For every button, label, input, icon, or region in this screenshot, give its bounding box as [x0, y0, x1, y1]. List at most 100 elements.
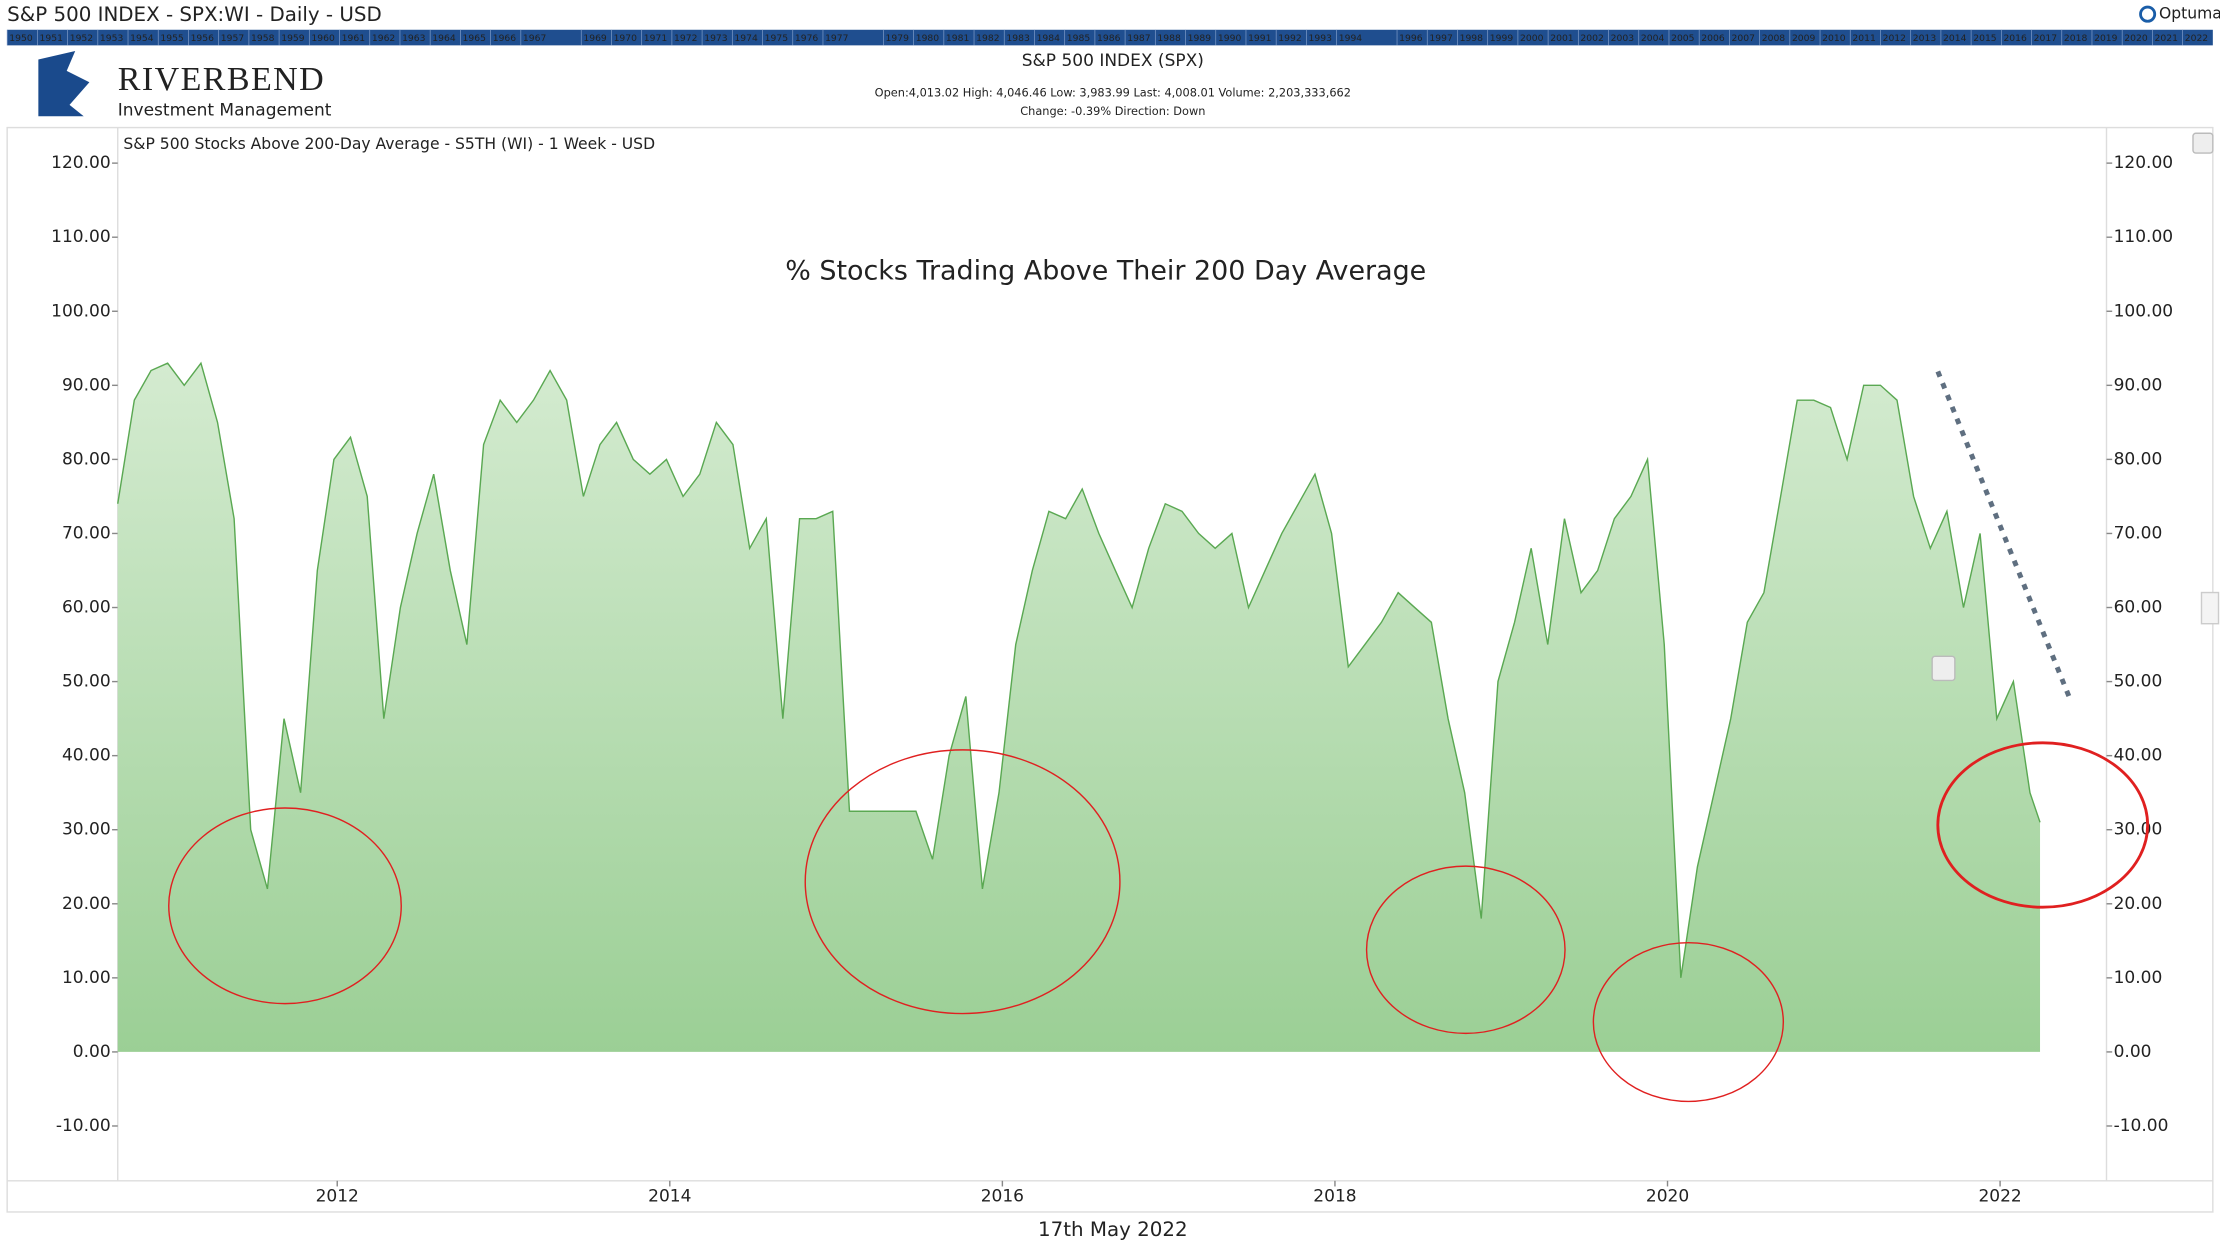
timeline-year: 2022	[2185, 33, 2208, 44]
y2-tick-label: 70.00	[2114, 523, 2163, 543]
y-tick-label: 10.00	[62, 968, 111, 988]
y-tick-label: 0.00	[73, 1042, 111, 1062]
y2-tick-label: 80.00	[2114, 449, 2163, 469]
timeline-year: 1970	[614, 33, 638, 44]
timeline-year: 1969	[583, 33, 607, 44]
timeline-year: 1957	[221, 33, 245, 44]
y-tick-label: 80.00	[62, 449, 111, 469]
highlight-ellipse	[1936, 741, 2150, 909]
date-label: 17th May 2022	[1038, 1218, 1188, 1241]
y2-tick-label: 50.00	[2114, 672, 2163, 692]
x-tick-label: 2018	[1313, 1186, 1356, 1206]
timeline-year: 1952	[70, 33, 93, 44]
timeline-year: 2021	[2155, 33, 2178, 44]
timeline-year: 1966	[493, 33, 517, 44]
lock-icon	[2192, 132, 2214, 154]
highlight-ellipse	[1365, 865, 1566, 1035]
timeline-year: 2008	[1762, 33, 1786, 44]
timeline-year: 1979	[886, 33, 910, 44]
area-fill	[117, 363, 2041, 1052]
timeline-year: 1954	[130, 33, 154, 44]
timeline-year: 2018	[2064, 33, 2088, 44]
timeline-year: 2015	[1973, 33, 1997, 44]
annotations	[168, 741, 2150, 1103]
lock-icon	[1931, 655, 1956, 682]
y-tick-label: 30.00	[62, 820, 111, 840]
trend-line	[1935, 370, 2074, 703]
window-title: S&P 500 INDEX - SPX:WI - Daily - USD	[7, 3, 382, 26]
y-tick-label: 70.00	[62, 523, 111, 543]
y-tick-label: 120.00	[51, 153, 110, 173]
brand-icon	[2139, 5, 2157, 23]
timeline-year: 1964	[432, 33, 456, 44]
y2-tick-label: 100.00	[2114, 301, 2173, 321]
timeline-year: 2019	[2094, 33, 2118, 44]
timeline-year: 2017	[2034, 33, 2058, 44]
y-tick-label: 60.00	[62, 598, 111, 618]
y-tick-label: 50.00	[62, 672, 111, 692]
timeline-year: 2012	[1883, 33, 1906, 44]
timeline-year: 1950	[9, 33, 33, 44]
timeline-year: 2020	[2124, 33, 2148, 44]
x-tick-label: 2016	[981, 1186, 1024, 1206]
timeline-year: 1983	[1006, 33, 1030, 44]
timeline-year: 1994	[1339, 33, 1363, 44]
timeline-year: 1990	[1218, 33, 1242, 44]
timeline-year: 1960	[311, 33, 335, 44]
timeline-year: 1988	[1157, 33, 1181, 44]
timeline-year: 1985	[1067, 33, 1091, 44]
y2-tick-label: 110.00	[2114, 227, 2173, 247]
timeline-year: 1951	[40, 33, 63, 44]
timeline-year: 1973	[704, 33, 728, 44]
timeline-year: 2013	[1913, 33, 1937, 44]
timeline-year: 2010	[1822, 33, 1846, 44]
timeline-year: 2014	[1943, 33, 1967, 44]
timeline-year: 1953	[100, 33, 124, 44]
timeline-year: 1972	[674, 33, 697, 44]
chart-subtitle: S&P 500 Stocks Above 200-Day Average - S…	[123, 135, 655, 153]
y2-tick-label: -10.00	[2114, 1116, 2169, 1136]
quote: Open:4,013.02 High: 4,046.46 Low: 3,983.…	[875, 86, 1351, 100]
timeline-year: 2007	[1732, 33, 1756, 44]
timeline-year: 1971	[644, 33, 667, 44]
timeline-year: 1963	[402, 33, 426, 44]
y2-tick-label: 60.00	[2114, 598, 2163, 618]
x-tick-label: 2020	[1646, 1186, 1689, 1206]
timeline-year: 1959	[281, 33, 305, 44]
x-tick-label: 2012	[316, 1186, 359, 1206]
chart-title: % Stocks Trading Above Their 200 Day Ave…	[785, 256, 1426, 287]
y-tick-label: 110.00	[51, 227, 110, 247]
instrument: S&P 500 INDEX (SPX)	[1022, 51, 1204, 71]
x-tick-label: 2022	[1978, 1186, 2021, 1206]
timeline-year: 1958	[251, 33, 275, 44]
logo-name: RIVERBEND	[118, 61, 325, 98]
timeline-year: 1986	[1097, 33, 1121, 44]
panel-toggle[interactable]	[2200, 591, 2220, 625]
y2-tick-label: 20.00	[2114, 894, 2163, 914]
y2-tick-label: 10.00	[2114, 968, 2163, 988]
timeline-year: 1982	[976, 33, 999, 44]
y-tick-label: 20.00	[62, 894, 111, 914]
timeline-year: 1989	[1188, 33, 1212, 44]
timeline-year: 1965	[463, 33, 487, 44]
timeline-year: 1987	[1127, 33, 1151, 44]
timeline-year: 1993	[1309, 33, 1333, 44]
timeline-year: 2001	[1550, 33, 1573, 44]
y-tick-label: 100.00	[51, 301, 110, 321]
timeline-year: 1974	[734, 33, 758, 44]
timeline-year: 1996	[1399, 33, 1423, 44]
timeline-year: 1997	[1429, 33, 1453, 44]
timeline-year: 1991	[1248, 33, 1271, 44]
x-tick-label: 2014	[648, 1186, 691, 1206]
timeline-year: 2002	[1580, 33, 1603, 44]
timeline-year: 1961	[342, 33, 365, 44]
timeline-year: 1999	[1490, 33, 1514, 44]
timeline-year: 1955	[160, 33, 184, 44]
y2-tick-label: 90.00	[2114, 375, 2163, 395]
timeline-year: 1992	[1278, 33, 1301, 44]
timeline-year: 1967	[523, 33, 547, 44]
timeline-year: 2000	[1520, 33, 1544, 44]
timeline-strip	[7, 29, 2213, 46]
timeline-year: 2016	[2003, 33, 2027, 44]
